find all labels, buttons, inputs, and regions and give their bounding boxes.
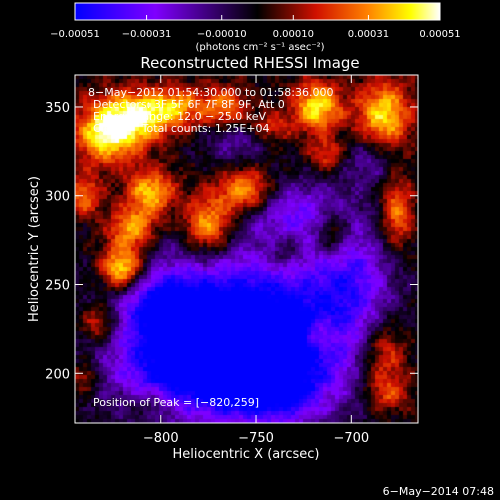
axis-ticks: −800 −750 −700 200 250 300 350 — [45, 75, 418, 446]
colorbar-units-label: (photons cm⁻² s⁻¹ asec⁻²) — [195, 42, 324, 53]
y-axis-label: Heliocentric Y (arcsec) — [27, 176, 42, 322]
y-tick-label: 200 — [45, 367, 70, 382]
y-tick-label: 350 — [45, 101, 70, 116]
colorbar-tick-label: −0.00031 — [122, 29, 172, 40]
colorbar-tick-label: 0.00010 — [273, 29, 314, 40]
colorbar-tick-label: 0.00031 — [348, 29, 389, 40]
annotation-energy: Energy Range: 12.0 − 25.0 keV — [93, 110, 267, 123]
heatmap-image — [75, 75, 418, 423]
colorbar-tick-label: −0.00051 — [50, 29, 100, 40]
peak-position-label: Position of Peak = [−820,259] — [93, 396, 259, 409]
y-tick-label: 250 — [45, 279, 70, 294]
annotation-counts: Clean Total counts: 1.25E+04 — [93, 122, 270, 135]
plot-area: −800 −750 −700 200 250 300 350 — [45, 74, 419, 446]
colorbar — [74, 2, 441, 21]
y-tick-label: 300 — [45, 190, 70, 205]
x-tick-label: −800 — [143, 431, 179, 446]
annotation-time: 8−May−2012 01:54:30.000 to 01:58:36.000 — [88, 86, 334, 99]
timestamp: 6−May−2014 07:48 — [383, 485, 494, 498]
colorbar-tick-label: −0.00010 — [197, 29, 247, 40]
annotation-detectors: Detectors: 3F 5F 6F 7F 8F 9F, Att 0 — [93, 98, 285, 111]
plot-frame — [74, 74, 419, 424]
colorbar-ticks: −0.00051 −0.00031 −0.00010 0.00010 0.00031 0.… — [50, 15, 461, 40]
x-tick-label: −750 — [238, 431, 274, 446]
x-axis-label: Heliocentric X (arcsec) — [173, 447, 320, 462]
x-tick-label: −700 — [333, 431, 369, 446]
colorbar-tick-label: 0.00051 — [419, 29, 460, 40]
chart-title: Reconstructed RHESSI Image — [140, 54, 359, 72]
